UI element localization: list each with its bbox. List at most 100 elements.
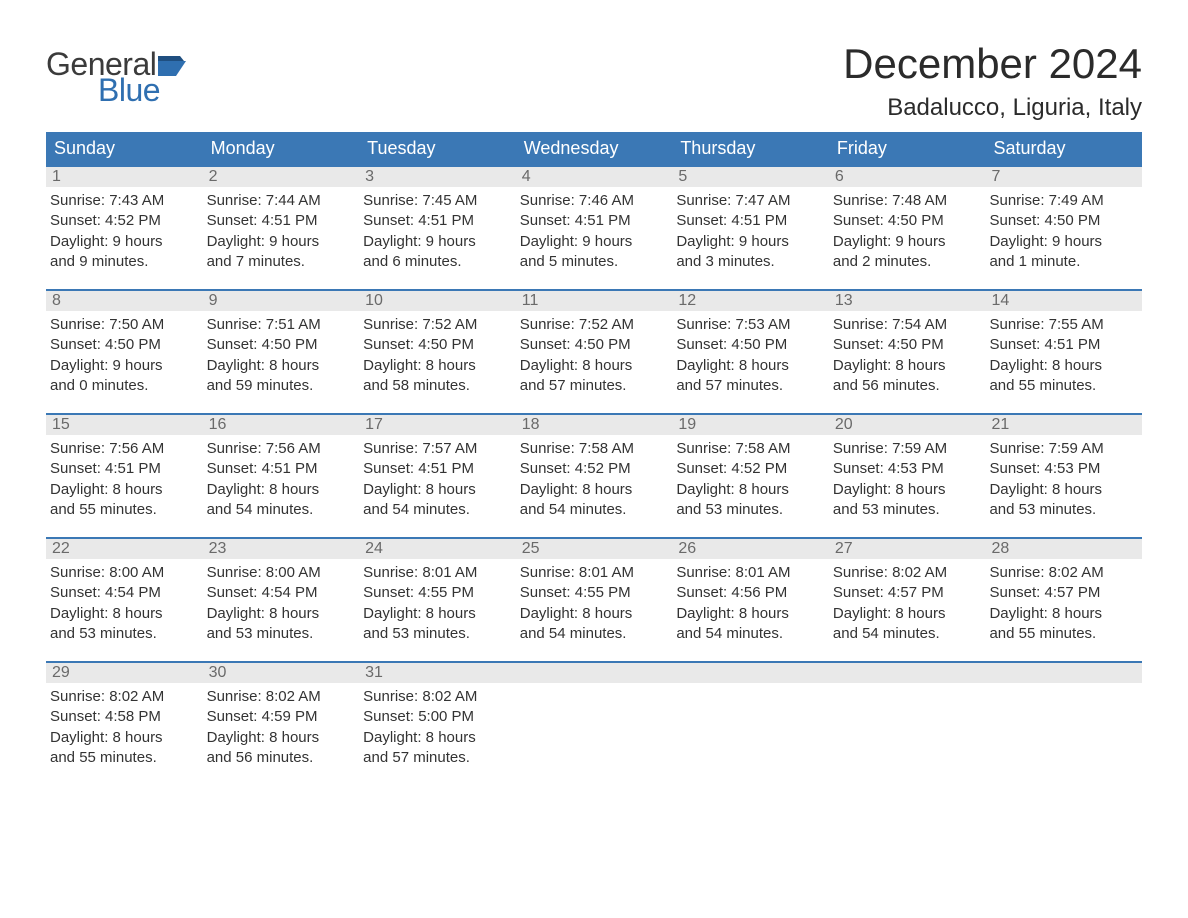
dl2-text: and 57 minutes. [520,376,669,396]
dl1-text: Daylight: 8 hours [50,604,199,624]
day-number: 31 [359,663,516,683]
day-body: Sunrise: 7:47 AMSunset: 4:51 PMDaylight:… [672,187,829,272]
dl1-text: Daylight: 8 hours [833,356,982,376]
day-cell: 7Sunrise: 7:49 AMSunset: 4:50 PMDaylight… [985,167,1142,275]
sunrise-text: Sunrise: 7:47 AM [676,191,825,211]
dl2-text: and 1 minute. [989,252,1138,272]
sunset-text: Sunset: 4:51 PM [50,459,199,479]
sunset-text: Sunset: 5:00 PM [363,707,512,727]
day-body: Sunrise: 8:01 AMSunset: 4:56 PMDaylight:… [672,559,829,644]
brand-word2: Blue [46,74,188,106]
sunrise-text: Sunrise: 7:56 AM [50,439,199,459]
sunrise-text: Sunrise: 7:53 AM [676,315,825,335]
day-body: Sunrise: 8:01 AMSunset: 4:55 PMDaylight:… [516,559,673,644]
day-number: 30 [203,663,360,683]
sunset-text: Sunset: 4:50 PM [989,211,1138,231]
sunrise-text: Sunrise: 7:59 AM [833,439,982,459]
day-number: 11 [516,291,673,311]
day-number: 10 [359,291,516,311]
sunset-text: Sunset: 4:57 PM [989,583,1138,603]
day-body: Sunrise: 7:54 AMSunset: 4:50 PMDaylight:… [829,311,986,396]
day-body: Sunrise: 7:55 AMSunset: 4:51 PMDaylight:… [985,311,1142,396]
day-cell: 4Sunrise: 7:46 AMSunset: 4:51 PMDaylight… [516,167,673,275]
day-number: 19 [672,415,829,435]
sunrise-text: Sunrise: 8:00 AM [207,563,356,583]
sunset-text: Sunset: 4:54 PM [50,583,199,603]
day-body: Sunrise: 8:02 AMSunset: 4:58 PMDaylight:… [46,683,203,768]
sunrise-text: Sunrise: 7:57 AM [363,439,512,459]
dl2-text: and 54 minutes. [833,624,982,644]
day-cell: . [516,663,673,771]
day-body: Sunrise: 7:56 AMSunset: 4:51 PMDaylight:… [46,435,203,520]
day-cell: 19Sunrise: 7:58 AMSunset: 4:52 PMDayligh… [672,415,829,523]
day-number: 3 [359,167,516,187]
day-number: . [829,663,986,683]
dl2-text: and 54 minutes. [676,624,825,644]
day-cell: 13Sunrise: 7:54 AMSunset: 4:50 PMDayligh… [829,291,986,399]
day-number: 29 [46,663,203,683]
day-cell: 21Sunrise: 7:59 AMSunset: 4:53 PMDayligh… [985,415,1142,523]
dl2-text: and 57 minutes. [676,376,825,396]
dl1-text: Daylight: 9 hours [363,232,512,252]
dl2-text: and 53 minutes. [363,624,512,644]
sunrise-text: Sunrise: 7:58 AM [676,439,825,459]
dl1-text: Daylight: 8 hours [989,604,1138,624]
dl2-text: and 55 minutes. [989,376,1138,396]
dl1-text: Daylight: 8 hours [833,480,982,500]
dl1-text: Daylight: 9 hours [989,232,1138,252]
dl1-text: Daylight: 8 hours [363,728,512,748]
day-number: 18 [516,415,673,435]
day-body: Sunrise: 7:46 AMSunset: 4:51 PMDaylight:… [516,187,673,272]
dl1-text: Daylight: 8 hours [363,356,512,376]
day-number: 23 [203,539,360,559]
dl1-text: Daylight: 8 hours [363,604,512,624]
day-body: Sunrise: 7:51 AMSunset: 4:50 PMDaylight:… [203,311,360,396]
day-number: 22 [46,539,203,559]
day-number: 21 [985,415,1142,435]
day-cell: 14Sunrise: 7:55 AMSunset: 4:51 PMDayligh… [985,291,1142,399]
day-body: Sunrise: 8:02 AMSunset: 4:59 PMDaylight:… [203,683,360,768]
sunset-text: Sunset: 4:55 PM [363,583,512,603]
day-body: Sunrise: 8:02 AMSunset: 4:57 PMDaylight:… [985,559,1142,644]
location: Badalucco, Liguria, Italy [843,94,1142,122]
dl1-text: Daylight: 8 hours [520,604,669,624]
day-number: 26 [672,539,829,559]
dl1-text: Daylight: 8 hours [676,356,825,376]
dl2-text: and 9 minutes. [50,252,199,272]
dl2-text: and 6 minutes. [363,252,512,272]
dl1-text: Daylight: 8 hours [833,604,982,624]
day-cell: 15Sunrise: 7:56 AMSunset: 4:51 PMDayligh… [46,415,203,523]
day-number: . [672,663,829,683]
day-body: Sunrise: 7:52 AMSunset: 4:50 PMDaylight:… [516,311,673,396]
day-body: Sunrise: 7:59 AMSunset: 4:53 PMDaylight:… [829,435,986,520]
dl2-text: and 54 minutes. [207,500,356,520]
day-body: Sunrise: 7:49 AMSunset: 4:50 PMDaylight:… [985,187,1142,272]
day-cell: 8Sunrise: 7:50 AMSunset: 4:50 PMDaylight… [46,291,203,399]
sunset-text: Sunset: 4:52 PM [676,459,825,479]
day-body: Sunrise: 7:57 AMSunset: 4:51 PMDaylight:… [359,435,516,520]
dl2-text: and 56 minutes. [207,748,356,768]
day-cell: 1Sunrise: 7:43 AMSunset: 4:52 PMDaylight… [46,167,203,275]
sunrise-text: Sunrise: 7:58 AM [520,439,669,459]
sunrise-text: Sunrise: 7:43 AM [50,191,199,211]
day-body: Sunrise: 8:00 AMSunset: 4:54 PMDaylight:… [46,559,203,644]
sunrise-text: Sunrise: 7:59 AM [989,439,1138,459]
sunrise-text: Sunrise: 8:02 AM [207,687,356,707]
day-cell: 17Sunrise: 7:57 AMSunset: 4:51 PMDayligh… [359,415,516,523]
day-cell: 28Sunrise: 8:02 AMSunset: 4:57 PMDayligh… [985,539,1142,647]
day-cell: 27Sunrise: 8:02 AMSunset: 4:57 PMDayligh… [829,539,986,647]
sunset-text: Sunset: 4:51 PM [676,211,825,231]
day-body: Sunrise: 8:00 AMSunset: 4:54 PMDaylight:… [203,559,360,644]
day-body: Sunrise: 7:48 AMSunset: 4:50 PMDaylight:… [829,187,986,272]
sunrise-text: Sunrise: 7:55 AM [989,315,1138,335]
day-number: 24 [359,539,516,559]
day-number: 25 [516,539,673,559]
sunrise-text: Sunrise: 7:46 AM [520,191,669,211]
day-cell: 9Sunrise: 7:51 AMSunset: 4:50 PMDaylight… [203,291,360,399]
dl1-text: Daylight: 8 hours [989,356,1138,376]
dl2-text: and 53 minutes. [676,500,825,520]
dl2-text: and 2 minutes. [833,252,982,272]
dl1-text: Daylight: 8 hours [207,604,356,624]
day-number: 15 [46,415,203,435]
sunrise-text: Sunrise: 8:01 AM [520,563,669,583]
